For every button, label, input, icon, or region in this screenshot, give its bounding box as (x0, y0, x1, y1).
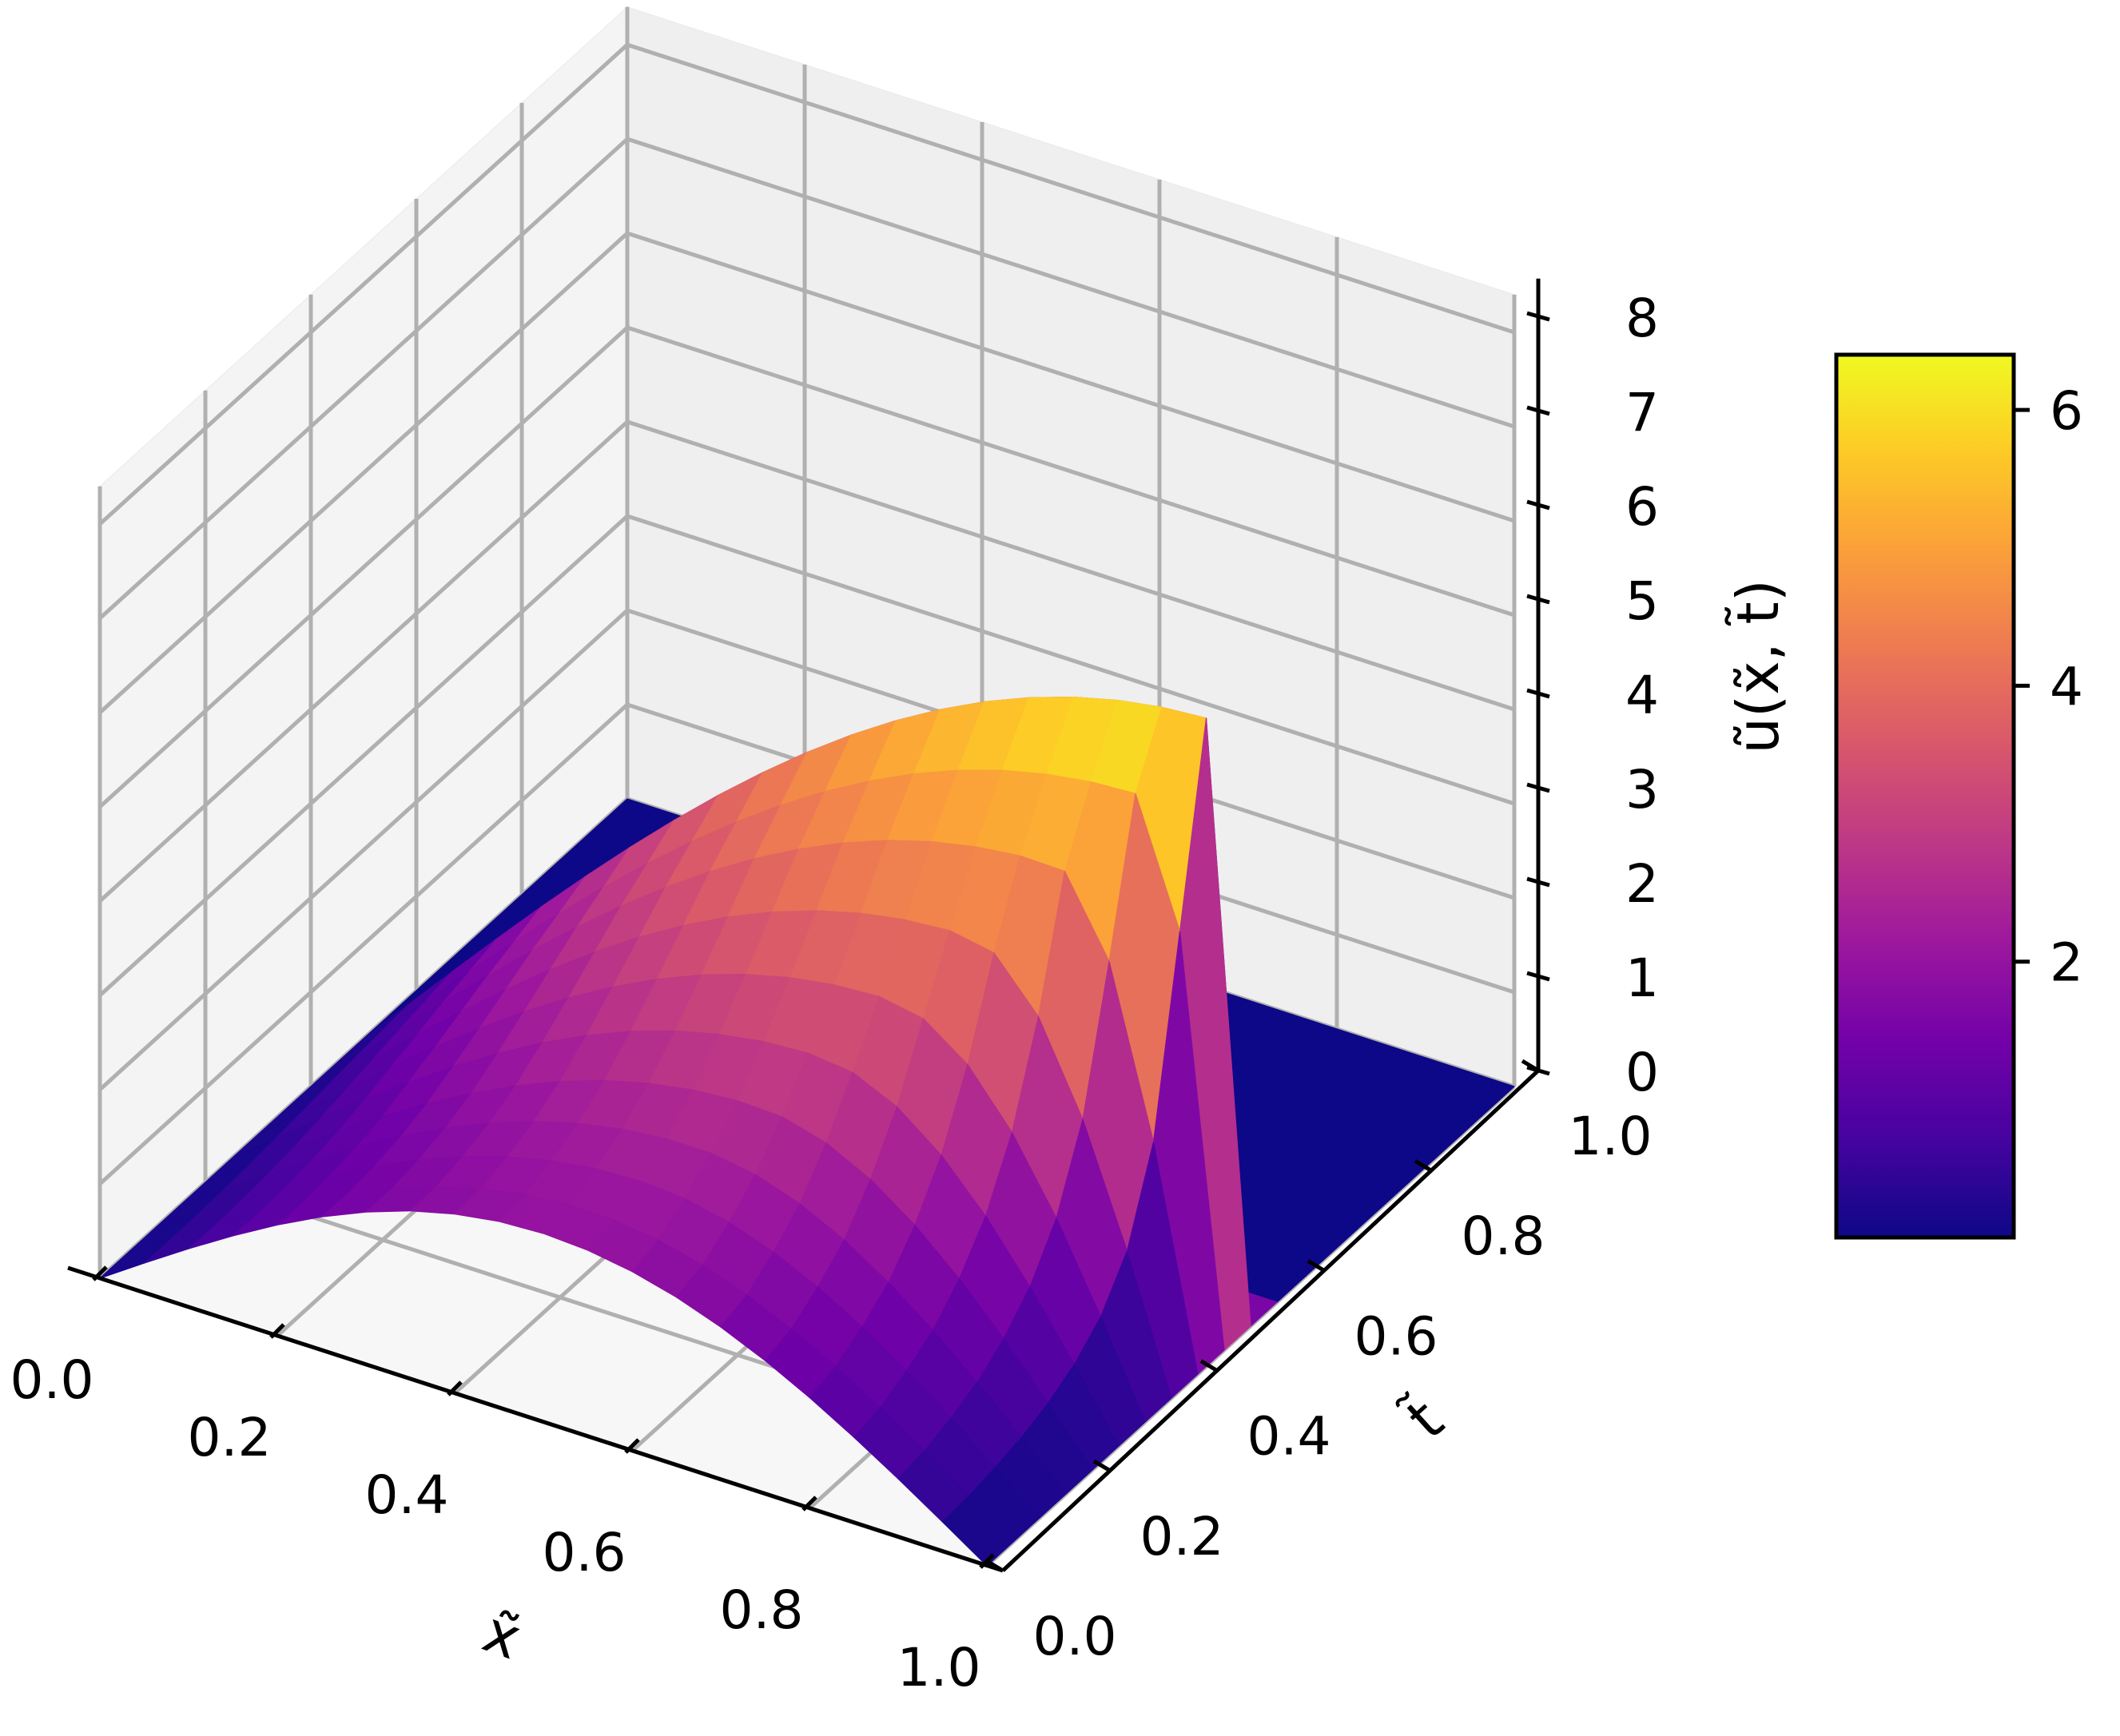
z-tick (1526, 971, 1550, 982)
z-tick-label: 1 (1625, 947, 1659, 1009)
grid-line-z (98, 42, 1515, 526)
z-tick (1526, 688, 1550, 699)
x-axis-line (67, 1265, 1004, 1573)
grid-line-z (98, 137, 1515, 620)
z-tick-label: 8 (1625, 288, 1659, 349)
t-tick-label: 0.0 (1033, 1606, 1117, 1667)
grid-line-z (98, 514, 1515, 997)
z-axis-label: ũ(x̃, t̃) (1724, 579, 1792, 753)
x-tick (624, 1438, 640, 1454)
x-tick-label: 0.2 (188, 1407, 272, 1468)
t-tick-label: 0.4 (1247, 1406, 1331, 1468)
t-tick-label: 0.8 (1462, 1206, 1545, 1267)
z-tick-label: 0 (1625, 1042, 1659, 1103)
t-tick (985, 1559, 1004, 1573)
z-tick (1526, 876, 1550, 888)
axis-labels: 0.00.20.40.60.81.00.00.20.40.60.81.00123… (10, 288, 1792, 1698)
z-tick-label: 3 (1625, 759, 1659, 820)
t-axis-label: t̃ (1393, 1387, 1456, 1453)
x-tick-label: 0.4 (365, 1464, 449, 1526)
t-tick-label: 1.0 (1569, 1106, 1653, 1167)
grid-line-z (98, 608, 1515, 1091)
z-tick (1526, 782, 1550, 793)
axis-lines (67, 278, 1550, 1573)
x-tick-label: 0.6 (543, 1522, 626, 1583)
colorbar: 2 4 6 (1834, 352, 2083, 1240)
z-tick-label: 6 (1625, 476, 1659, 538)
t-tick (1414, 1159, 1433, 1173)
surface-patch (941, 1495, 1014, 1567)
grid-line-z (98, 231, 1515, 714)
z-tick-label: 4 (1625, 665, 1659, 726)
t-tick (1199, 1359, 1219, 1373)
x-axis-label: x̃ (475, 1598, 530, 1673)
z-tick (1526, 594, 1550, 605)
z-tick-label: 5 (1625, 570, 1659, 632)
t-tick-label: 0.2 (1140, 1506, 1224, 1567)
z-tick-label: 7 (1625, 382, 1659, 443)
z-tick (1526, 405, 1550, 416)
grid-line-z (98, 325, 1515, 808)
x-tick-label: 1.0 (897, 1637, 981, 1698)
x-tick-label: 0.8 (720, 1579, 804, 1641)
x-tick (92, 1265, 108, 1281)
colorbar-gradient (1834, 352, 2016, 1240)
x-tick (447, 1380, 463, 1396)
x-tick (801, 1496, 817, 1512)
colorbar-tick-label: 6 (2050, 380, 2083, 442)
x-tick-label: 0.0 (10, 1349, 94, 1411)
colorbar-tick-label: 2 (2050, 932, 2083, 994)
t-tick (1092, 1459, 1112, 1472)
z-tick (1526, 311, 1550, 322)
x-tick (269, 1323, 285, 1339)
z-tick-label: 2 (1625, 853, 1659, 915)
t-axis-line (1001, 1069, 1540, 1572)
surface-plot (99, 696, 1515, 1567)
t-tick (1307, 1259, 1326, 1273)
z-tick (1526, 1065, 1550, 1076)
t-tick-label: 0.6 (1354, 1305, 1438, 1367)
colorbar-tick-label: 4 (2050, 656, 2083, 717)
z-tick (1526, 499, 1550, 510)
grid-line-z (98, 419, 1515, 903)
